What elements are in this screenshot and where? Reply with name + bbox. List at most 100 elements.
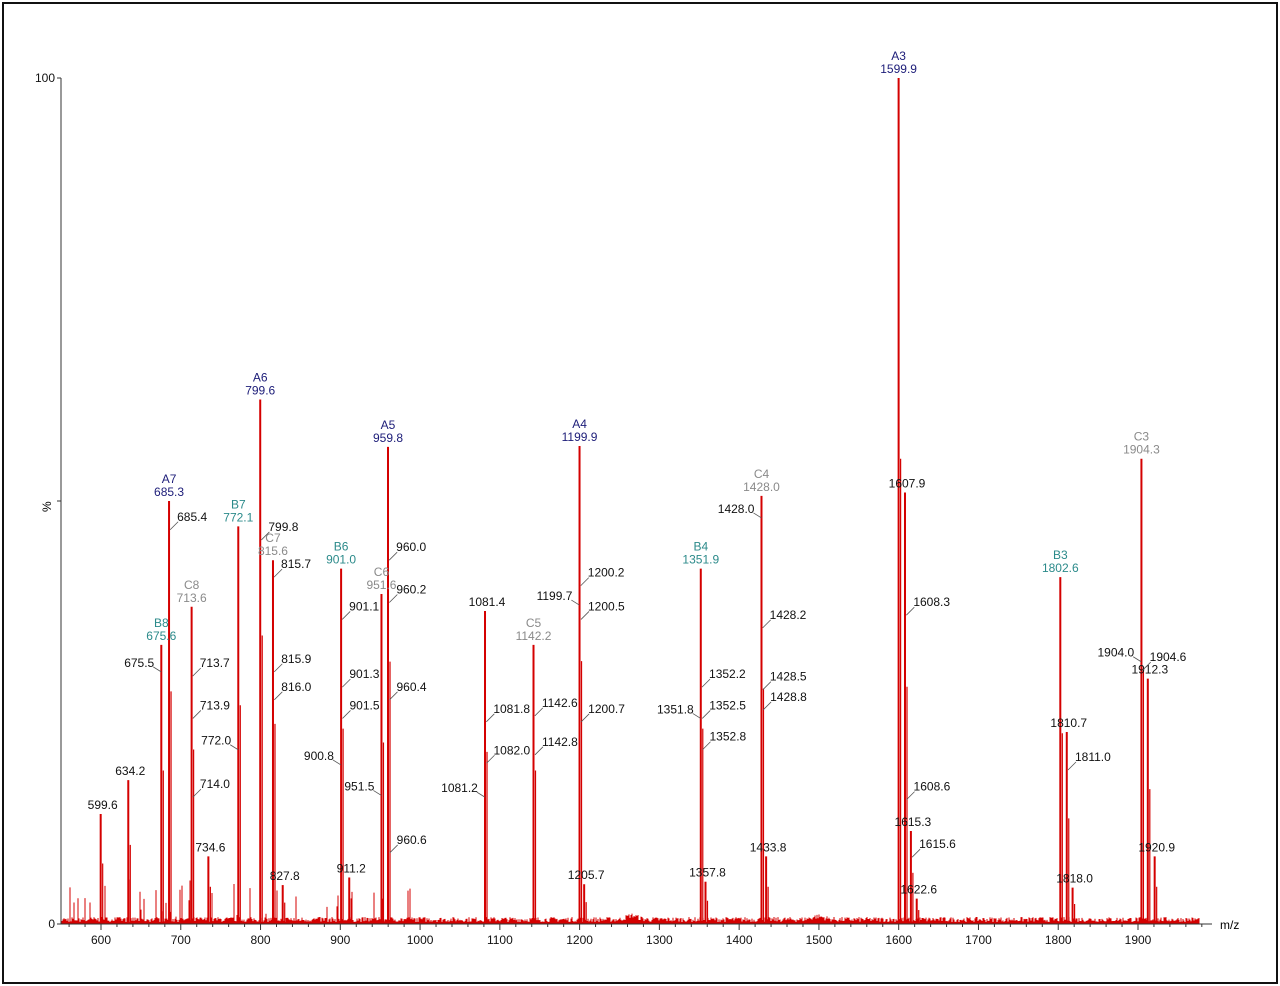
annotation-label: 1081.8 (493, 702, 530, 716)
peak-ion-label: C4 (754, 467, 770, 481)
peak-mz-label: 959.8 (373, 431, 403, 445)
annotation-leader (192, 788, 202, 798)
annotation-label: 685.4 (177, 510, 207, 524)
annotation-leader (261, 531, 270, 541)
annotation-label: 1352.8 (710, 730, 747, 744)
annotation-leader (580, 713, 590, 723)
peak-ion-label: B4 (693, 540, 708, 554)
x-tick-label: 1100 (487, 933, 513, 947)
annotation-label: 901.3 (349, 667, 379, 681)
annotation-leader (762, 619, 771, 629)
annotation-label: 1142.6 (542, 696, 578, 710)
annotation-label: 815.7 (281, 557, 311, 571)
annotation-label: 1615.6 (919, 837, 956, 851)
annotation-label: 1199.7 (537, 589, 573, 603)
annotation-label: 1904.6 (1150, 650, 1187, 664)
peak-ion-label: A5 (381, 418, 396, 432)
peak-ion-label: C7 (265, 531, 281, 545)
annotation-label: 675.5 (124, 656, 154, 670)
annotation-label: 951.5 (344, 779, 374, 793)
annotation-label: 1081.2 (441, 781, 478, 795)
annotation-leader (169, 521, 179, 531)
x-tick-label: 1900 (1125, 933, 1152, 947)
x-tick-label: 1600 (885, 933, 912, 947)
peak-mz-label: 1810.7 (1050, 716, 1087, 730)
peak-mz-label: 1802.6 (1042, 561, 1079, 575)
peak-mz-label: 1818.0 (1056, 872, 1093, 886)
peak-mz-label: 675.6 (146, 629, 176, 643)
peak-mz-label: 815.6 (258, 544, 288, 558)
x-tick-label: 1500 (806, 933, 833, 947)
annotation-leader (389, 691, 398, 701)
x-tick-label: 1400 (726, 933, 753, 947)
annotation-leader (332, 759, 342, 766)
annotation-leader (486, 754, 495, 764)
annotation-leader (341, 611, 351, 620)
peak-ion-label: C3 (1134, 430, 1150, 444)
annotation-label: 1904.0 (1097, 646, 1134, 660)
annotation-leader (192, 667, 201, 677)
annotation-label: 1428.8 (770, 690, 807, 704)
annotation-leader (911, 848, 921, 858)
peak-mz-label: 1615.3 (895, 815, 932, 829)
annotation-leader (702, 741, 711, 751)
annotation-leader (906, 791, 915, 800)
peak-mz-label: 634.2 (115, 764, 145, 778)
peak-ion-label: C6 (374, 565, 390, 579)
annotation-leader (571, 599, 580, 606)
peak-mz-label: 1428.0 (743, 480, 780, 494)
annotation-label: 1351.8 (657, 702, 694, 716)
peak-mz-label: 1912.3 (1131, 663, 1168, 677)
peak-ion-label: B7 (231, 497, 246, 511)
peak-mz-label: 1622.6 (900, 883, 937, 897)
peak-mz-label: 1205.7 (568, 868, 605, 882)
peak-mz-label: 799.6 (245, 383, 275, 397)
annotation-label: 1811.0 (1075, 750, 1111, 764)
peak-mz-label: 1351.9 (682, 553, 719, 567)
annotation-label: 900.8 (304, 749, 334, 763)
peak-mz-label: 1142.2 (516, 629, 552, 643)
annotation-leader (534, 746, 544, 756)
annotation-leader (153, 666, 162, 673)
peak-mz-label: 599.6 (88, 798, 118, 812)
annotation-label: 1200.7 (588, 702, 625, 716)
annotation-leader (342, 710, 351, 719)
annotation-label: 1082.0 (493, 743, 530, 757)
annotation-leader (388, 551, 398, 561)
peak-ion-label: A3 (891, 49, 906, 63)
x-tick-label: 1800 (1045, 933, 1072, 947)
x-tick-label: 800 (251, 933, 271, 947)
y-axis-label: % (40, 501, 54, 512)
annotation-leader (753, 512, 762, 519)
annotation-label: 1428.5 (770, 670, 807, 684)
annotation-leader (389, 844, 398, 854)
peak-mz-label: 734.6 (195, 840, 225, 854)
annotation-label: 960.0 (396, 540, 426, 554)
annotation-label: 960.4 (396, 680, 426, 694)
annotation-label: 1142.8 (542, 735, 578, 749)
annotation-label: 1352.2 (709, 667, 746, 681)
x-tick-label: 1000 (407, 933, 434, 947)
peak-mz-label: 1081.4 (469, 595, 506, 609)
peak-mz-label: 1920.9 (1138, 840, 1175, 854)
annotation-label: 1608.6 (914, 780, 951, 794)
annotation-leader (342, 678, 351, 688)
x-tick-label: 900 (330, 933, 350, 947)
annotation-label: 901.5 (350, 698, 380, 712)
peak-mz-label: 827.8 (270, 869, 300, 883)
annotation-label: 1428.2 (770, 608, 807, 622)
annotation-label: 1352.5 (709, 698, 746, 712)
annotation-label: 1428.0 (718, 502, 755, 516)
peak-ion-label: B6 (334, 540, 349, 554)
peak-mz-label: 1199.9 (562, 430, 598, 444)
peak-mz-label: 713.6 (177, 591, 207, 605)
peak-ion-label: B8 (154, 616, 169, 630)
annotation-label: 1200.2 (588, 566, 625, 580)
peak-mz-label: 1599.9 (880, 62, 917, 76)
y-tick-label: 0 (48, 917, 55, 931)
annotation-leader (274, 691, 283, 701)
annotation-leader (580, 611, 590, 620)
annotation-leader (486, 713, 495, 723)
